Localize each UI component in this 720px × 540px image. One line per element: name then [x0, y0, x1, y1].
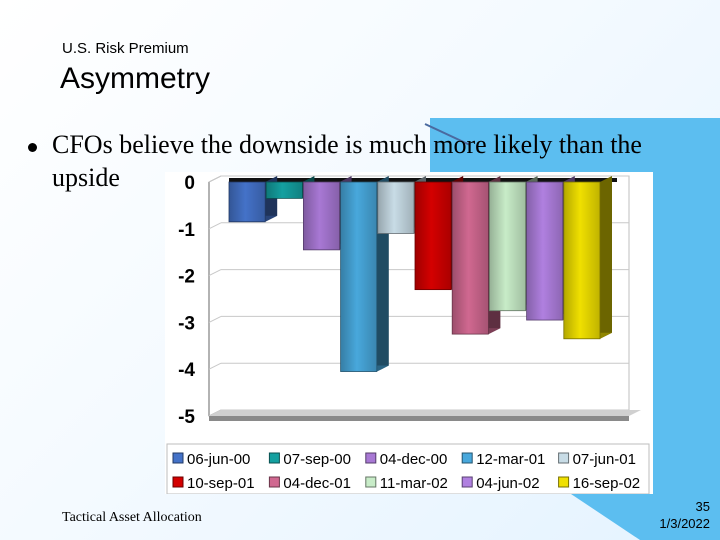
legend-swatch: [172, 452, 184, 464]
legend-label: 07-jun-01: [573, 451, 636, 468]
bar: [414, 181, 452, 291]
legend-swatch: [268, 452, 280, 464]
legend-label: 04-jun-02: [476, 475, 539, 492]
legend-label: 06-jun-00: [187, 451, 250, 468]
page-number: 35: [695, 499, 710, 514]
legend-label: 11-mar-02: [380, 475, 448, 492]
y-tick-label: -1: [178, 220, 195, 241]
legend-swatch: [461, 452, 473, 464]
legend-swatch: [558, 476, 570, 488]
bar: [451, 181, 489, 335]
legend-swatch: [365, 452, 377, 464]
y-tick-label: -3: [178, 313, 195, 334]
wedge-edge-line: [424, 123, 471, 146]
legend-swatch: [461, 476, 473, 488]
bullet-icon: [28, 143, 37, 152]
bar: [488, 181, 526, 312]
chart-container: 0 -1 -2 -3 -4 -5: [165, 172, 653, 494]
legend-label: 12-mar-01: [476, 451, 545, 468]
bullet-text: CFOs believe the downside is much more l…: [52, 130, 642, 192]
legend-label: 07-sep-00: [283, 451, 351, 468]
bar: [228, 181, 266, 223]
gridline-depth: [208, 269, 222, 277]
bar: [302, 181, 340, 251]
legend-label: 04-dec-00: [380, 451, 448, 468]
legend-label: 04-dec-01: [283, 475, 351, 492]
y-tick-label: -5: [178, 407, 195, 428]
bar: [265, 181, 303, 199]
chart-floor-front: [209, 416, 629, 421]
legend-label: 16-sep-02: [573, 475, 641, 492]
bar: [563, 181, 601, 340]
gridline-depth: [208, 362, 222, 370]
bar: [377, 181, 415, 234]
y-tick-label: 0: [184, 173, 195, 194]
footer-date: 1/3/2022: [659, 516, 710, 531]
bar: [340, 181, 378, 372]
footer-text: Tactical Asset Allocation: [62, 510, 202, 525]
gridline-depth: [208, 315, 222, 323]
slide-title: Asymmetry: [60, 62, 210, 95]
legend-swatch: [365, 476, 377, 488]
bar-side: [600, 176, 612, 339]
y-tick-label: -4: [178, 360, 195, 381]
gridline-depth: [208, 222, 222, 230]
gridline-depth: [208, 175, 222, 183]
legend-swatch: [268, 476, 280, 488]
bar: [526, 181, 564, 321]
slide-subtitle: U.S. Risk Premium: [62, 40, 189, 57]
legend-swatch: [558, 452, 570, 464]
legend-label: 10-sep-01: [187, 475, 255, 492]
y-tick-label: -2: [178, 267, 195, 288]
bar-chart: 0 -1 -2 -3 -4 -5: [166, 173, 650, 494]
chart-floor-top: [209, 410, 641, 416]
legend-swatch: [172, 476, 184, 488]
